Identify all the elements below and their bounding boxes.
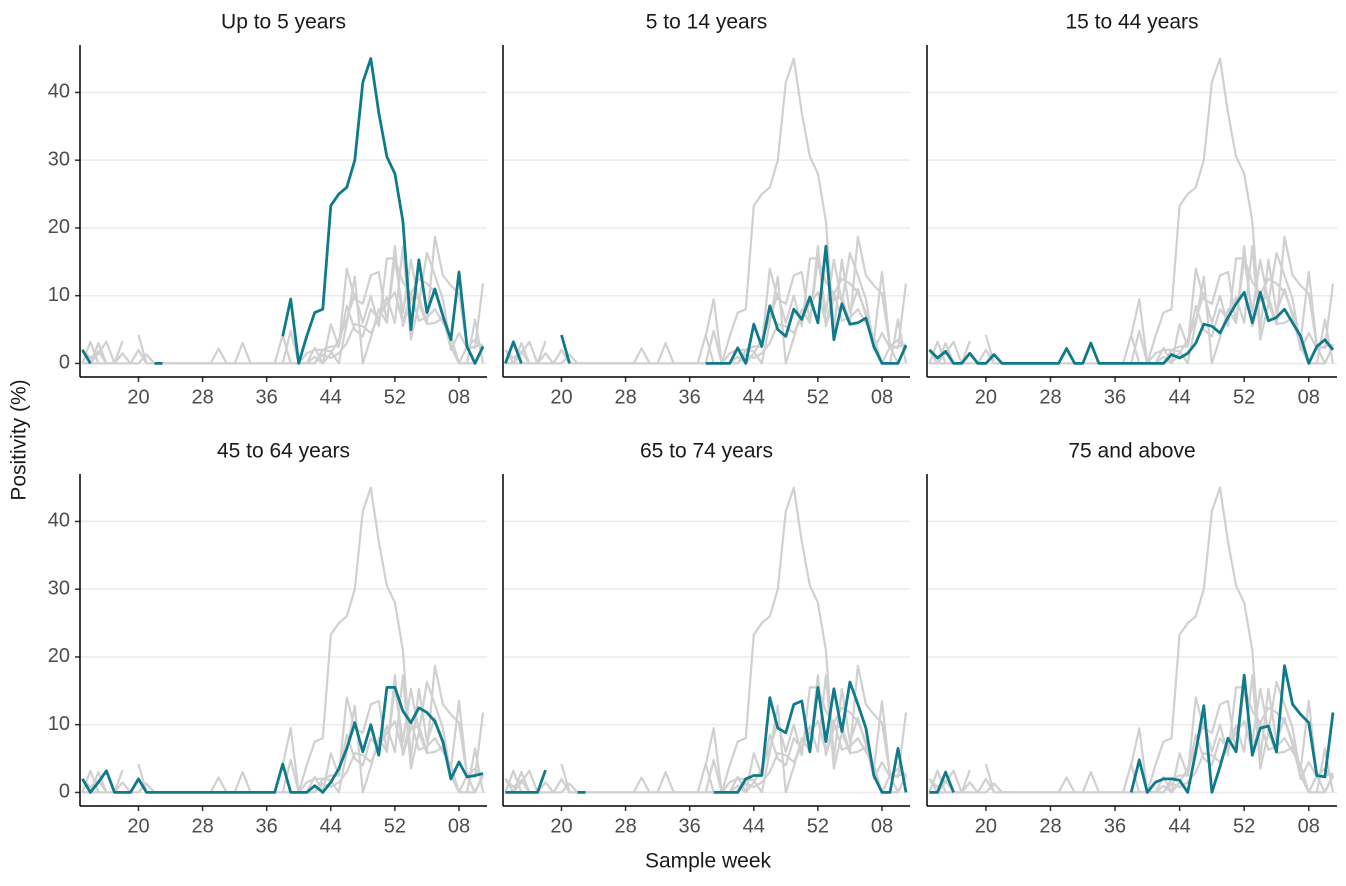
x-tick-label: 52 <box>807 386 829 408</box>
x-tick-label: 52 <box>807 815 829 837</box>
y-tick-label: 30 <box>48 577 70 599</box>
x-tick-label: 52 <box>384 386 406 408</box>
context-line <box>504 486 907 794</box>
y-tick-label: 10 <box>48 284 70 306</box>
context-line <box>929 235 1335 365</box>
panel-title: 45 to 64 years <box>217 440 350 463</box>
x-tick-label: 44 <box>743 386 765 408</box>
context-line <box>82 235 485 365</box>
x-tick-label: 20 <box>975 815 997 837</box>
y-tick-label: 40 <box>48 510 70 532</box>
x-tick-label: 08 <box>1298 386 1320 408</box>
x-tick-label: 52 <box>1233 386 1255 408</box>
panel-title: Up to 5 years <box>221 11 346 34</box>
context-line <box>504 674 908 794</box>
x-tick-label: 28 <box>1039 815 1061 837</box>
x-tick-label: 20 <box>550 386 572 408</box>
x-tick-label: 08 <box>1298 815 1320 837</box>
context-line <box>82 664 485 794</box>
x-tick-label: 36 <box>256 815 278 837</box>
y-tick-label: 20 <box>48 645 70 667</box>
highlight-line <box>929 664 1335 794</box>
y-tick-label: 30 <box>48 148 70 170</box>
highlight-line <box>81 686 484 794</box>
x-tick-label: 36 <box>679 386 701 408</box>
x-tick-label: 36 <box>1104 386 1126 408</box>
x-tick-label: 44 <box>1168 386 1190 408</box>
y-tick-label: 40 <box>48 81 70 103</box>
highlight-line <box>505 680 908 794</box>
highlight-line <box>504 244 908 365</box>
x-tick-label: 36 <box>256 386 278 408</box>
x-tick-label: 36 <box>1104 815 1126 837</box>
panel-title: 65 to 74 years <box>640 440 773 463</box>
x-tick-label: 20 <box>127 815 149 837</box>
y-tick-label: 0 <box>59 781 70 803</box>
highlight-line <box>81 57 485 365</box>
context-line <box>928 245 1335 365</box>
x-axis-title: Sample week <box>645 850 772 873</box>
x-tick-label: 36 <box>679 815 701 837</box>
x-tick-label: 28 <box>191 815 213 837</box>
context-line <box>81 674 485 794</box>
y-tick-label: 10 <box>48 713 70 735</box>
x-tick-label: 44 <box>1168 815 1190 837</box>
x-tick-label: 08 <box>871 815 893 837</box>
context-line <box>505 664 908 794</box>
y-tick-label: 0 <box>59 352 70 374</box>
x-tick-label: 28 <box>1039 386 1061 408</box>
x-tick-label: 28 <box>614 815 636 837</box>
x-tick-label: 52 <box>1233 815 1255 837</box>
x-tick-label: 44 <box>320 386 342 408</box>
x-tick-label: 28 <box>191 386 213 408</box>
x-tick-label: 20 <box>550 815 572 837</box>
panel-title: 15 to 44 years <box>1065 11 1198 34</box>
context-line <box>928 486 1334 794</box>
x-tick-label: 44 <box>743 815 765 837</box>
x-tick-label: 08 <box>871 386 893 408</box>
panel-title: 75 and above <box>1068 440 1195 463</box>
y-tick-label: 20 <box>48 216 70 238</box>
x-tick-label: 52 <box>384 815 406 837</box>
highlight-line <box>928 290 1335 365</box>
x-tick-label: 28 <box>614 386 636 408</box>
context-line <box>928 674 1335 794</box>
context-line <box>81 245 485 365</box>
context-line <box>81 486 484 794</box>
x-tick-label: 20 <box>975 386 997 408</box>
y-axis-title: Positivity (%) <box>8 379 31 500</box>
panel-title: 5 to 14 years <box>646 11 767 34</box>
x-tick-label: 08 <box>448 386 470 408</box>
x-tick-label: 08 <box>448 815 470 837</box>
x-tick-label: 20 <box>127 386 149 408</box>
x-tick-label: 44 <box>320 815 342 837</box>
